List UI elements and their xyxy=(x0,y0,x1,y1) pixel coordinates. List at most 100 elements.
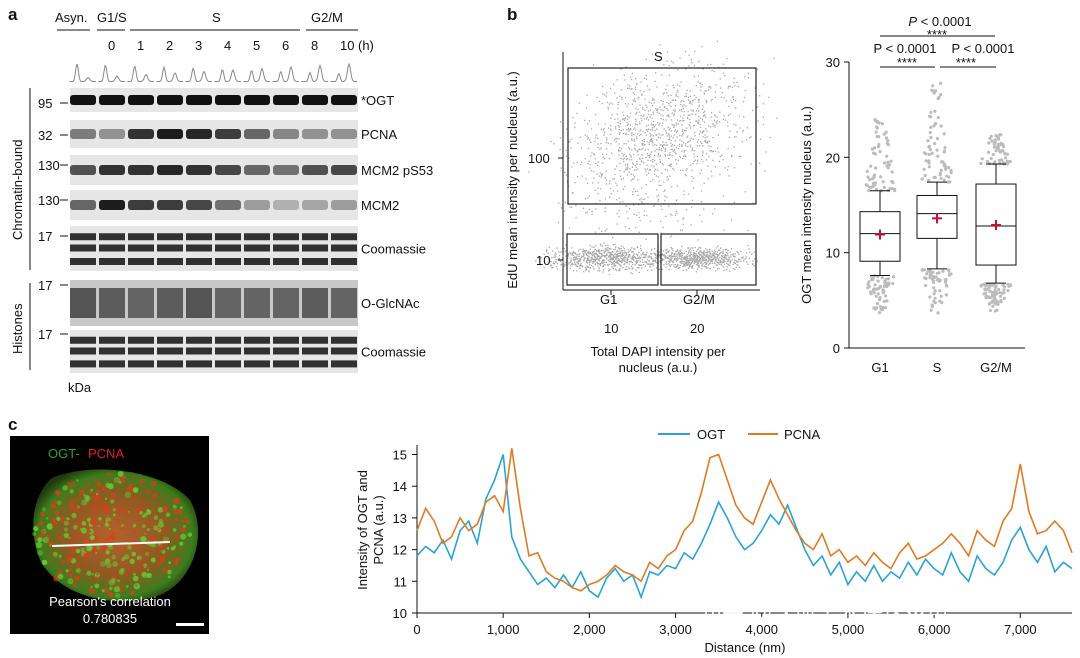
blot-band xyxy=(244,244,270,252)
box-outlier xyxy=(882,185,886,190)
speckle xyxy=(89,535,95,541)
scatter-point xyxy=(664,200,666,202)
speckle xyxy=(127,483,135,491)
scatter-point xyxy=(607,251,609,253)
scatter-point xyxy=(656,144,658,147)
scatter-point xyxy=(576,112,578,114)
scatter-point xyxy=(579,258,581,260)
scatter-point xyxy=(595,208,597,210)
scatter-point xyxy=(732,98,735,101)
scatter-point xyxy=(688,251,690,253)
scatter-point xyxy=(739,127,741,129)
scatter-point xyxy=(594,258,596,260)
scatter-point xyxy=(630,88,632,90)
scatter-point xyxy=(587,137,590,139)
scatter-point xyxy=(663,92,665,94)
speckle xyxy=(84,495,91,502)
scatter-point xyxy=(699,214,701,216)
scatter-point xyxy=(590,128,593,130)
scatter-point xyxy=(675,255,677,257)
speckle xyxy=(109,586,113,591)
scatter-point xyxy=(622,129,624,131)
scatter-point xyxy=(656,148,658,150)
scatter-point xyxy=(726,169,729,171)
box-outlier xyxy=(988,308,993,313)
scatter-point xyxy=(633,188,635,190)
speckle xyxy=(140,579,143,582)
scatter-point xyxy=(528,171,530,173)
scatter-point xyxy=(736,81,738,83)
scatter-point xyxy=(660,108,662,111)
line-xtick-label: 1,000 xyxy=(487,622,520,637)
dna-profile-lane xyxy=(127,65,154,82)
scatter-point xyxy=(659,257,661,259)
scatter-point xyxy=(649,139,651,142)
scatter-point xyxy=(610,125,612,127)
scatter-point xyxy=(738,115,741,117)
scatter-point xyxy=(607,259,609,261)
scatter-point xyxy=(713,70,715,73)
box-outlier xyxy=(947,268,951,273)
blot-name: *OGT xyxy=(361,93,394,108)
scatter-point xyxy=(667,126,669,129)
speckle xyxy=(134,497,137,501)
scatter-point xyxy=(585,268,587,270)
speckle xyxy=(165,536,168,539)
scatter-point xyxy=(601,261,603,263)
scatter-point xyxy=(675,159,677,161)
blot-band xyxy=(70,258,96,265)
scatter-point xyxy=(745,252,748,254)
scatter-point xyxy=(676,259,679,261)
scatter-point xyxy=(567,253,570,255)
scatter-point xyxy=(664,148,666,151)
scatter-point xyxy=(614,173,616,176)
scatter-point xyxy=(670,246,672,249)
line-xtick-label: 5,000 xyxy=(832,622,865,637)
scatter-point xyxy=(609,268,611,270)
scatter-point xyxy=(607,247,609,249)
scatter-point xyxy=(694,150,696,152)
scatter-point xyxy=(728,175,730,177)
scatter-point xyxy=(567,254,570,256)
sig-p-g1-s: P < 0.0001 xyxy=(873,41,936,56)
scatter-point xyxy=(602,250,604,252)
scatter-point xyxy=(745,139,748,141)
box-outlier xyxy=(929,110,933,114)
scatter-point xyxy=(685,105,687,107)
scatter-point xyxy=(687,135,689,137)
scatter-point xyxy=(578,253,580,256)
speckle xyxy=(145,565,149,569)
scatter-point xyxy=(582,251,584,253)
scatter-point xyxy=(743,260,745,262)
scatter-point xyxy=(627,134,629,136)
speckle xyxy=(131,551,136,557)
scatter-point xyxy=(590,170,593,172)
scatter-point xyxy=(631,78,633,81)
speckle xyxy=(151,480,157,486)
scatter-point xyxy=(593,153,595,155)
blot-band xyxy=(244,258,270,265)
blot-band xyxy=(99,244,125,252)
box-outlier xyxy=(927,178,931,183)
scatter-point xyxy=(626,163,629,165)
scatter-point xyxy=(699,256,701,258)
scatter-point xyxy=(692,125,694,127)
scatter-point xyxy=(651,269,653,271)
scatter-point xyxy=(645,156,647,159)
scatter-point xyxy=(661,254,663,256)
scatter-point xyxy=(641,143,643,145)
scatter-point xyxy=(607,142,609,144)
scatter-point xyxy=(599,270,601,272)
scatter-point xyxy=(627,103,629,105)
box-outlier xyxy=(869,164,873,168)
speckle xyxy=(42,539,46,542)
scatter-point xyxy=(706,253,708,255)
speckle xyxy=(146,509,152,515)
scatter-point xyxy=(690,224,692,226)
speckle xyxy=(87,482,91,486)
box-outlier xyxy=(864,183,869,187)
scatter-point xyxy=(664,155,667,157)
scatter-point xyxy=(691,100,694,102)
scatter-point xyxy=(712,254,714,256)
scatter-point xyxy=(665,261,667,263)
